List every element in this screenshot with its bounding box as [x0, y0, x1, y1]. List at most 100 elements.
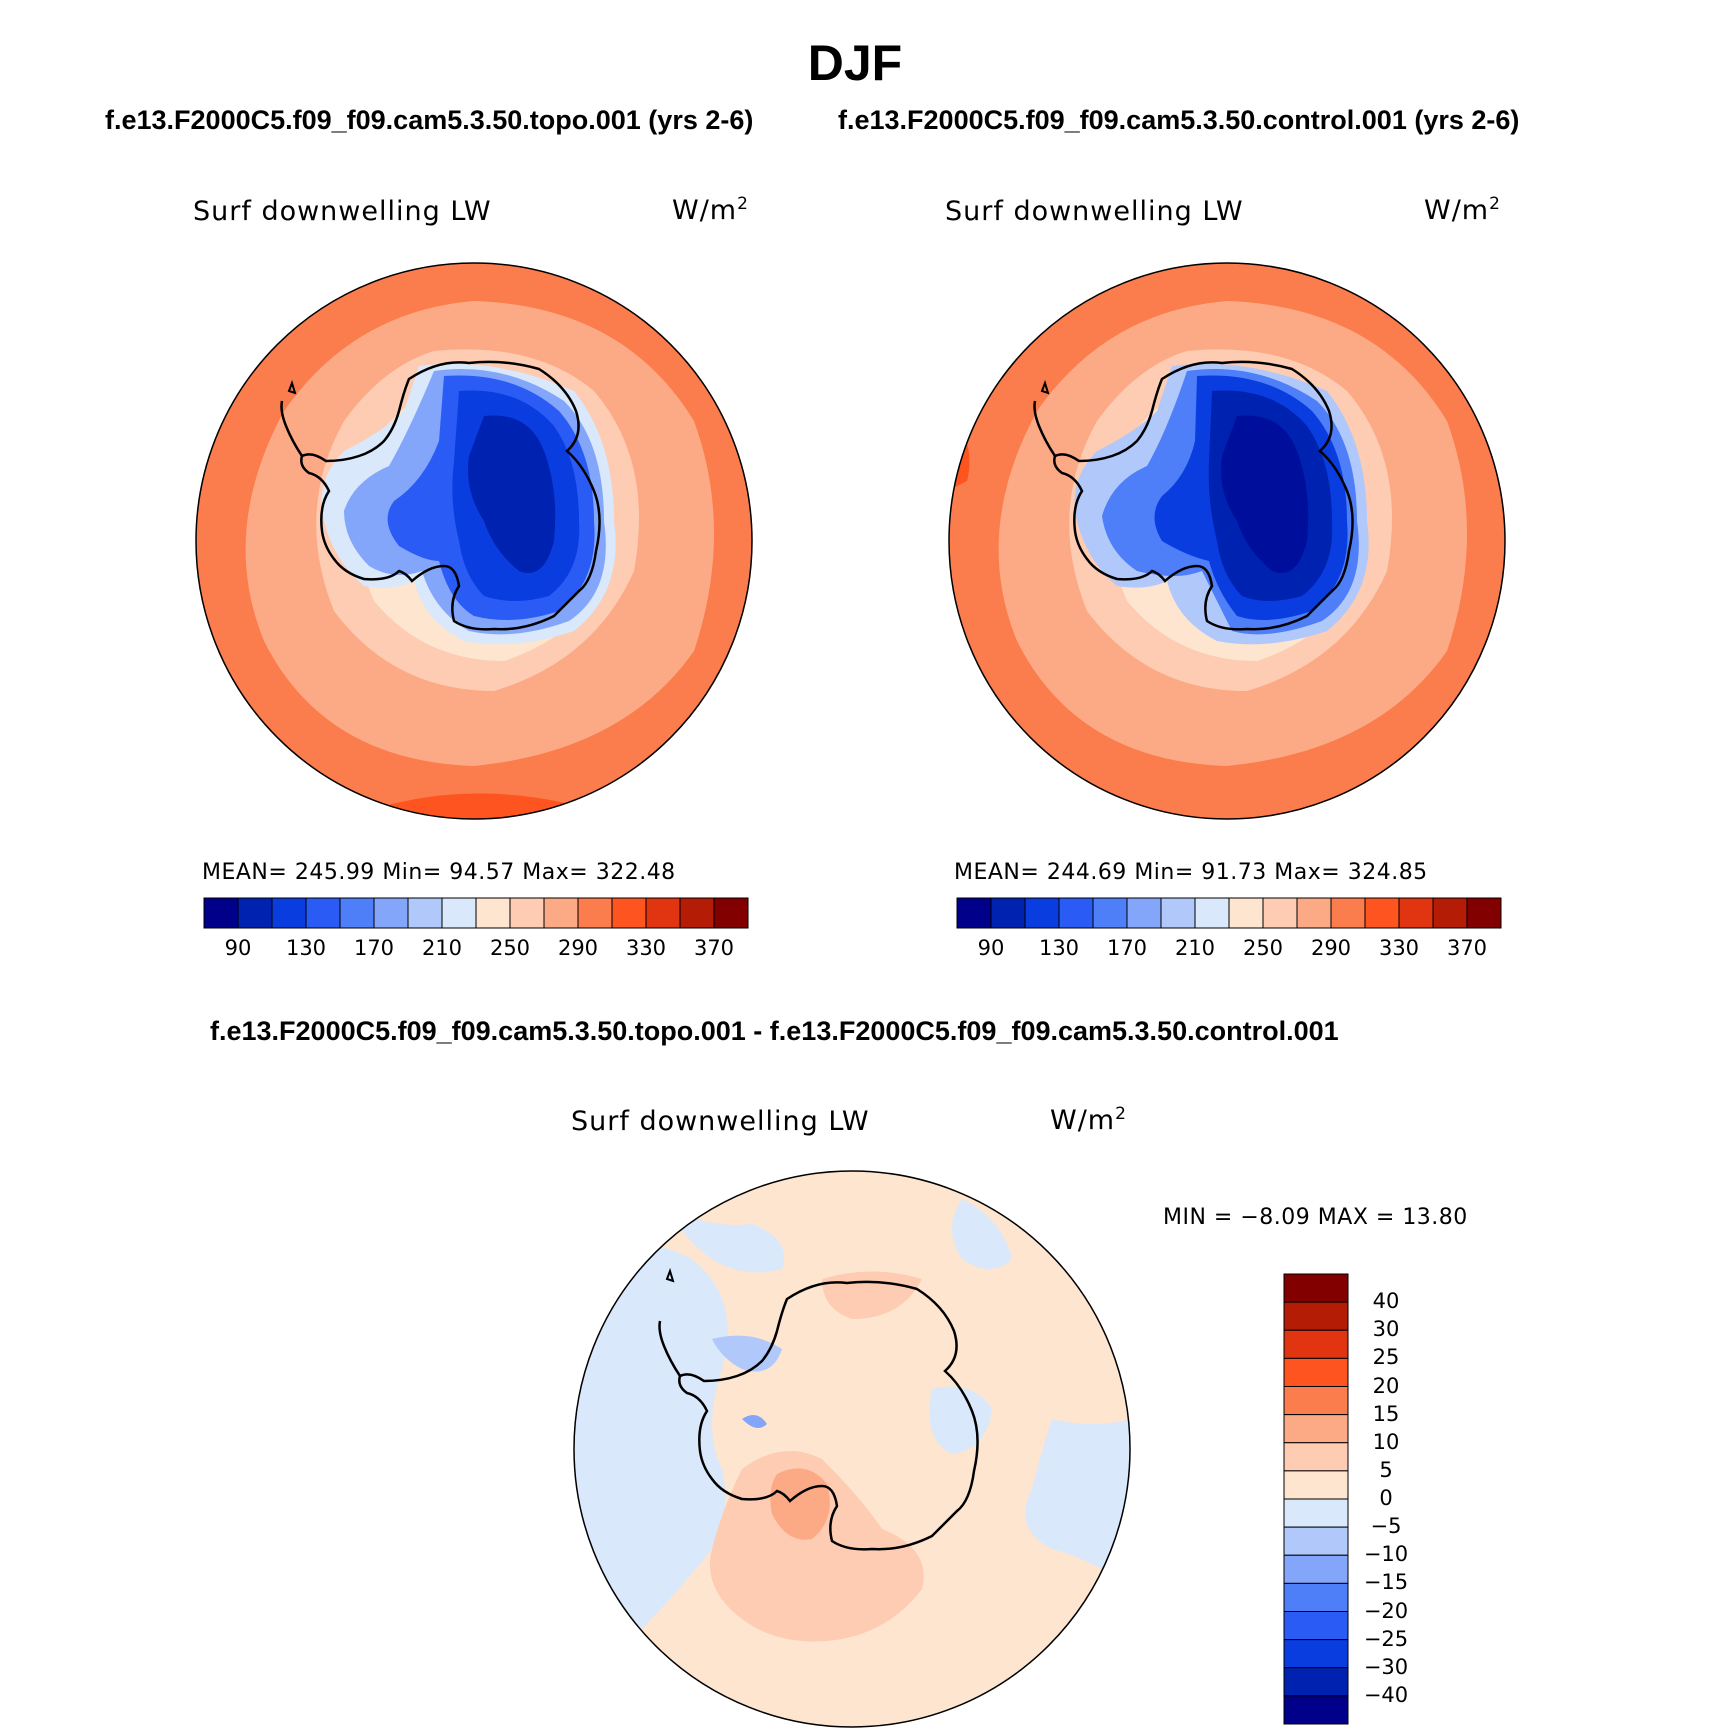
left-colorbar-swatch — [713, 897, 749, 929]
left-colorbar-swatch — [441, 897, 477, 929]
bottom-max-value: 13.80 — [1402, 1205, 1468, 1230]
diff-neg-east — [1025, 1419, 1130, 1589]
right-colorbar-swatch — [1296, 897, 1332, 929]
right-colorbar-swatch — [1466, 897, 1502, 929]
left-colorbar-swatch — [271, 897, 307, 929]
right-max-value: 324.85 — [1347, 860, 1428, 885]
difference-polar-map — [573, 1170, 1131, 1728]
bottom-colorbar-swatch — [1283, 1329, 1349, 1359]
right-coastline — [1053, 360, 1354, 631]
page-title: DJF — [807, 35, 903, 91]
bottom-colorbar-tick-label: 30 — [1372, 1317, 1400, 1342]
left-mean-value: 245.99 — [294, 860, 375, 885]
right-colorbar-swatch — [1262, 897, 1298, 929]
left-colorbar-swatch — [373, 897, 409, 929]
right-colorbar-swatch — [1194, 897, 1230, 929]
bottom-colorbar-tick-label: 0 — [1379, 1486, 1393, 1510]
left-colorbar-swatch — [679, 897, 715, 929]
left-colorbar-swatch — [475, 897, 511, 929]
right-colorbar-swatch — [1228, 897, 1264, 929]
right-peninsula — [1033, 400, 1057, 457]
left-colorbar-tick-label: 130 — [285, 936, 327, 960]
bottom-colorbar-tick-label: −20 — [1363, 1598, 1409, 1623]
bottom-colorbar-ticks: 40 30 25 20 15 10 5 0 −5 −10 −15 −20 −25 −30 −40 — [1356, 1274, 1436, 1724]
left-colorbar-tick-label: 290 — [557, 936, 599, 960]
bottom-colorbar-swatch — [1283, 1442, 1349, 1472]
bottom-colorbar-swatch — [1283, 1554, 1349, 1584]
left-colorbar-ticks: 90 130 170 210 250 290 330 370 — [204, 936, 748, 964]
left-colorbar-swatch — [645, 897, 681, 929]
diff-neg-north — [672, 1209, 784, 1273]
bottom-colorbar-tick-label: −25 — [1363, 1626, 1409, 1651]
right-colorbar-tick-label: 210 — [1174, 936, 1216, 960]
bottom-units-label: W/m2 — [1050, 1104, 1127, 1136]
bottom-variable-label: Surf downwelling LW — [571, 1106, 870, 1137]
bottom-colorbar-swatch — [1283, 1639, 1349, 1669]
bottom-colorbar-tick-label: 5 — [1379, 1457, 1393, 1482]
bottom-colorbar-tick-label: −30 — [1363, 1654, 1409, 1679]
bottom-colorbar-swatch — [1283, 1273, 1349, 1303]
bottom-colorbar-tick-label: 15 — [1372, 1401, 1400, 1426]
right-colorbar-swatch — [1024, 897, 1060, 929]
left-units-label: W/m2 — [672, 194, 749, 226]
bottom-colorbar-swatch — [1283, 1414, 1349, 1444]
bottom-colorbar-tick-label: −10 — [1363, 1542, 1409, 1567]
right-colorbar — [956, 897, 1502, 929]
bottom-colorbar-swatch — [1283, 1667, 1349, 1697]
right-band-90 — [1221, 415, 1309, 573]
bottom-colorbar-tick-label: 10 — [1372, 1429, 1400, 1454]
right-colorbar-swatch — [1160, 897, 1196, 929]
left-colorbar-swatch — [611, 897, 647, 929]
bottom-colorbar-tick-label: 25 — [1372, 1345, 1400, 1370]
left-colorbar-tick-label: 90 — [224, 936, 252, 960]
right-colorbar-swatch — [990, 897, 1026, 929]
left-colorbar-swatch — [305, 897, 341, 929]
right-colorbar-swatch — [1330, 897, 1366, 929]
diff-neg-peninsula — [712, 1335, 782, 1372]
left-colorbar-tick-label: 370 — [693, 936, 735, 960]
right-colorbar-swatch — [1364, 897, 1400, 929]
right-colorbar-tick-label: 330 — [1378, 936, 1420, 960]
diff-neg-northeast — [952, 1199, 1012, 1269]
right-colorbar-swatch — [1058, 897, 1094, 929]
right-colorbar-tick-label: 130 — [1038, 936, 1080, 960]
bottom-colorbar-tick-label: 40 — [1372, 1289, 1400, 1314]
right-colorbar-swatch — [1432, 897, 1468, 929]
left-colorbar-swatch — [407, 897, 443, 929]
left-panel-title: f.e13.F2000C5.f09_f09.cam5.3.50.topo.001… — [105, 105, 754, 135]
diff-island — [665, 1267, 675, 1283]
bottom-colorbar-swatch — [1283, 1498, 1349, 1528]
bottom-colorbar-tick-label: −40 — [1363, 1682, 1409, 1707]
bottom-colorbar-swatch — [1283, 1357, 1349, 1387]
bottom-panel-title: f.e13.F2000C5.f09_f09.cam5.3.50.topo.001… — [210, 1016, 1339, 1046]
left-coastline — [300, 360, 601, 631]
left-colorbar-tick-label: 250 — [489, 936, 531, 960]
right-colorbar-tick-label: 170 — [1106, 936, 1148, 960]
bottom-min-value: −8.09 — [1240, 1205, 1311, 1230]
bottom-colorbar-tick-label: −15 — [1363, 1570, 1409, 1595]
left-island — [287, 379, 297, 395]
diff-neg-west — [574, 1241, 728, 1649]
left-peninsula — [280, 400, 304, 457]
left-colorbar-swatch — [509, 897, 545, 929]
right-polar-map — [948, 262, 1506, 820]
right-units-label: W/m2 — [1424, 194, 1501, 226]
bottom-colorbar-swatch — [1283, 1695, 1349, 1725]
bottom-colorbar-swatch — [1283, 1386, 1349, 1416]
left-colorbar-swatch — [237, 897, 273, 929]
diff-peninsula — [658, 1320, 682, 1377]
left-variable-label: Surf downwelling LW — [193, 196, 492, 227]
left-colorbar-swatch — [339, 897, 375, 929]
right-min-value: 91.73 — [1201, 860, 1267, 885]
right-colorbar-swatch — [1398, 897, 1434, 929]
right-panel-title: f.e13.F2000C5.f09_f09.cam5.3.50.control.… — [838, 105, 1520, 135]
bottom-colorbar-swatch — [1283, 1301, 1349, 1331]
left-min-value: 94.57 — [449, 860, 515, 885]
left-polar-map — [195, 262, 753, 820]
right-stats: MEAN= 244.69 Min= 91.73 Max= 324.85 — [954, 860, 1428, 885]
bottom-colorbar-swatch — [1283, 1470, 1349, 1500]
bottom-colorbar-tick-label: 20 — [1372, 1373, 1400, 1398]
left-colorbar-swatch — [203, 897, 239, 929]
right-variable-label: Surf downwelling LW — [945, 196, 1244, 227]
right-mean-value: 244.69 — [1046, 860, 1127, 885]
